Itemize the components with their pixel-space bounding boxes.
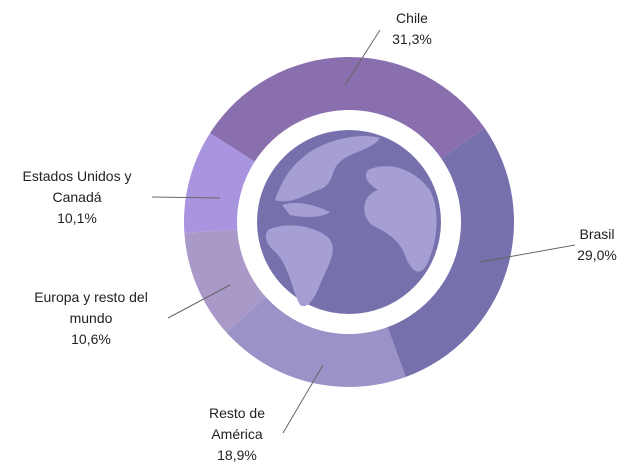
slice-label: Chile 31,3% bbox=[352, 8, 472, 50]
slice bbox=[387, 128, 514, 377]
slice-label: Resto de América 18,9% bbox=[192, 403, 282, 465]
leader-line bbox=[282, 364, 324, 434]
slice-label: Brasil 29,0% bbox=[567, 224, 622, 266]
leader-line bbox=[167, 284, 231, 319]
globe-land bbox=[265, 225, 333, 307]
leader-line bbox=[151, 196, 221, 199]
globe bbox=[257, 130, 441, 314]
globe-land bbox=[364, 166, 437, 272]
value-label: 10,6% bbox=[71, 331, 111, 347]
value-label: 18,9% bbox=[217, 447, 257, 463]
globe-land bbox=[275, 136, 380, 202]
value-label: 29,0% bbox=[577, 247, 617, 263]
leader-line bbox=[344, 29, 381, 86]
category-name: Chile bbox=[396, 10, 428, 26]
category-name: Resto de América bbox=[208, 405, 266, 442]
value-label: 10,1% bbox=[57, 210, 97, 226]
value-label: 31,3% bbox=[392, 31, 432, 47]
slice bbox=[226, 296, 406, 387]
leader-line bbox=[479, 244, 576, 263]
globe-land bbox=[282, 202, 330, 217]
category-name: Brasil bbox=[579, 226, 615, 242]
slice-label: Estados Unidos y Canadá 10,1% bbox=[2, 166, 152, 229]
slice bbox=[184, 133, 255, 233]
category-name: Europa y resto del mundo bbox=[34, 289, 148, 326]
slice bbox=[184, 229, 266, 333]
slices bbox=[184, 57, 514, 387]
category-name: Estados Unidos y Canadá bbox=[22, 168, 132, 205]
leaders bbox=[151, 29, 576, 434]
slice-label: Europa y resto del mundo 10,6% bbox=[11, 287, 171, 350]
slice bbox=[209, 57, 485, 162]
